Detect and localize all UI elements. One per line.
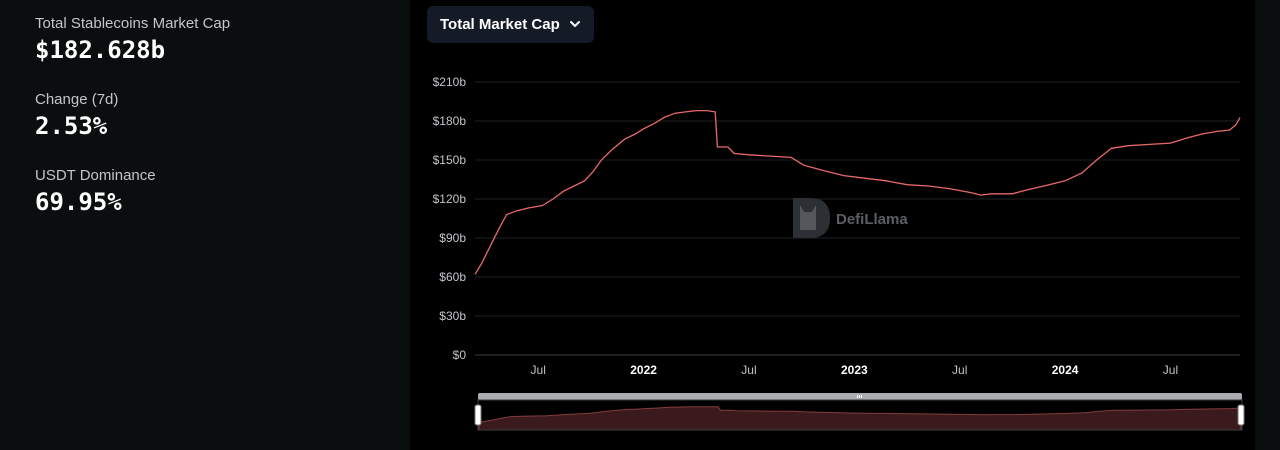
x-tick-label: 2023 [841,363,868,377]
chevron-down-icon [569,21,580,27]
stat-label: USDT Dominance [35,167,156,184]
x-tick-label: 2022 [630,363,657,377]
y-tick-label: $30b [439,309,466,323]
brush-grip-icon [857,395,862,398]
stat-value: $182.628b [35,36,166,64]
y-axis: $0 $30b $60b $90b $120b $150b $180b $210b [433,75,467,362]
brush-handle-right[interactable] [1237,404,1245,426]
y-tick-label: $60b [439,270,466,284]
right-gutter [1255,0,1280,450]
dropdown-label: Total Market Cap [440,16,560,33]
stat-usdt-dominance: USDT Dominance 69.95% [35,167,156,217]
stats-panel: Total Stablecoins Market Cap $182.628b C… [0,0,410,450]
watermark: DefiLlama [793,198,908,238]
x-tick-label: Jul [1163,363,1178,377]
x-tick-label: Jul [741,363,756,377]
stat-total-market-cap: Total Stablecoins Market Cap $182.628b [35,15,230,65]
brush-area-preview [478,406,1242,431]
defillama-logo-icon [793,198,830,238]
y-tick-label: $210b [433,75,467,89]
x-tick-label: Jul [531,363,546,377]
x-axis: Jul 2022 Jul 2023 Jul 2024 Jul [475,354,1240,377]
stat-value: 69.95% [35,188,122,216]
stat-label: Total Stablecoins Market Cap [35,15,231,32]
y-tick-label: $120b [433,192,467,206]
y-tick-label: $90b [439,231,466,245]
y-tick-label: $150b [433,153,467,167]
stat-label: Change (7d) [35,91,119,108]
stat-value: 2.53% [35,112,108,140]
chart-type-dropdown[interactable]: Total Market Cap [427,6,594,43]
stat-change-7d: Change (7d) 2.53% [35,91,118,141]
x-tick-label: 2024 [1052,363,1079,377]
watermark-text: DefiLlama [836,211,908,228]
x-tick-label: Jul [952,363,967,377]
y-tick-label: $180b [433,114,467,128]
chart-panel: Total Market Cap [410,0,1255,450]
brush-handle-left[interactable] [474,404,482,426]
y-tick-label: $0 [453,348,467,362]
range-brush[interactable] [474,393,1245,431]
series-line-total-market-cap [474,109,1241,275]
